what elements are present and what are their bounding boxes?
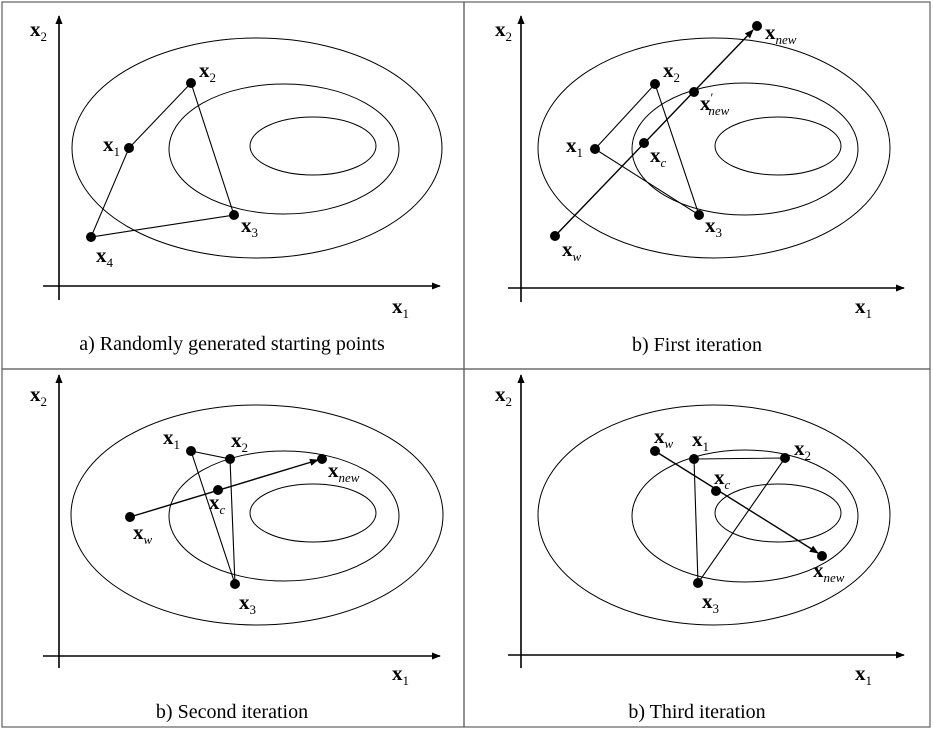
contour-inner — [249, 483, 377, 543]
reflection-arrow — [654, 450, 819, 554]
point-xc — [213, 485, 223, 495]
axes — [508, 374, 905, 668]
label-x1: x1 — [103, 132, 120, 159]
contour-middle — [168, 83, 400, 215]
contour-middle — [631, 449, 859, 583]
panel-d-frame — [463, 368, 931, 728]
simplex — [594, 82, 701, 217]
label-x2: x2 — [794, 436, 811, 463]
y-axis-label: x2 — [495, 382, 512, 409]
label-xnew: xnew — [328, 458, 360, 485]
point-x3 — [694, 210, 704, 220]
point-xc — [711, 486, 721, 496]
axes — [508, 15, 905, 302]
point-x2 — [780, 453, 790, 463]
contour-outer — [537, 37, 891, 259]
label-x2: x2 — [199, 58, 216, 85]
simplex — [90, 81, 235, 238]
panel-c: x2 x1 x1 x2 x3 xw xc xnew b) Second iter… — [30, 374, 444, 723]
point-x1 — [590, 144, 600, 154]
label-xc: xc — [650, 143, 667, 170]
panel-c-caption: b) Second iteration — [156, 701, 308, 723]
label-x3: x3 — [241, 213, 258, 240]
point-x4 — [86, 232, 96, 242]
label-xnew: xnew — [765, 20, 797, 47]
point-xnew — [752, 21, 762, 31]
point-x1 — [186, 446, 196, 456]
point-xc — [639, 138, 649, 148]
x-axis-label: x1 — [855, 661, 872, 688]
label-xc: xc — [714, 465, 731, 492]
point-xnew — [317, 454, 327, 464]
point-x3 — [229, 210, 239, 220]
panel-d-caption: b) Third iteration — [628, 701, 765, 723]
label-xnew: xnew — [813, 558, 845, 585]
point-xw — [125, 512, 135, 522]
reflection-arrow — [554, 29, 754, 237]
contour-inner — [249, 116, 377, 176]
label-xw: xw — [654, 424, 674, 451]
panel-a: x2 x1 x1 x2 x3 x4 a) Randomly generated … — [30, 15, 443, 355]
label-x2: x2 — [663, 58, 680, 85]
simplex — [190, 450, 236, 585]
panel-d: x2 x1 xw x1 x2 xc x3 xnew b) Third itera… — [495, 374, 905, 723]
contour-outer — [71, 37, 443, 259]
label-xc: xc — [209, 490, 226, 517]
point-x2 — [186, 78, 196, 88]
point-xw — [550, 231, 560, 241]
label-xw: xw — [562, 237, 582, 264]
label-x1: x1 — [163, 425, 180, 452]
point-x2 — [225, 454, 235, 464]
point-x3 — [693, 578, 703, 588]
point-xw — [650, 446, 660, 456]
point-x1 — [689, 454, 699, 464]
simplex — [693, 457, 787, 585]
contour-inner — [714, 483, 842, 543]
x-axis-label: x1 — [392, 294, 409, 321]
point-x1 — [124, 143, 134, 153]
y-axis-label: x2 — [30, 382, 47, 409]
label-x3: x3 — [702, 589, 719, 616]
x-axis-label: x1 — [392, 661, 409, 688]
axes — [43, 374, 441, 668]
reflection-arrow — [129, 458, 319, 518]
point-x3 — [230, 579, 240, 589]
point-xnew — [817, 551, 827, 561]
label-x4: x4 — [96, 243, 114, 270]
contour-inner — [714, 116, 842, 176]
label-x3: x3 — [705, 213, 722, 240]
label-xw: xw — [133, 520, 153, 547]
contour-middle — [631, 82, 859, 216]
label-x1: x1 — [566, 133, 583, 160]
label-x2: x2 — [231, 428, 248, 455]
contour-outer — [537, 404, 891, 626]
point-xnew-prime — [689, 87, 699, 97]
label-x3: x3 — [239, 590, 256, 617]
point-x2 — [650, 79, 660, 89]
label-xnew-prime: x′ new — [700, 90, 730, 118]
y-axis-label: x2 — [30, 17, 47, 44]
y-axis-label: x2 — [495, 17, 512, 44]
contour-outer — [70, 404, 444, 626]
panel-b-caption: b) First iteration — [632, 334, 762, 356]
x-axis-label: x1 — [855, 294, 872, 321]
panel-a-caption: a) Randomly generated starting points — [79, 333, 385, 355]
label-x1: x1 — [692, 427, 709, 454]
contour-middle — [168, 450, 400, 582]
axes — [43, 15, 441, 300]
panel-b: x2 x1 x1 x2 x3 xw xc x′ new xnew b) First… — [495, 15, 905, 356]
